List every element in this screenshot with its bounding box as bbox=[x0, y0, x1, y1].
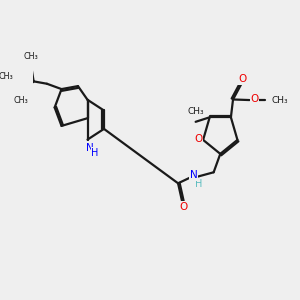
Text: CH₃: CH₃ bbox=[0, 71, 14, 80]
Text: O: O bbox=[250, 94, 258, 104]
Text: H: H bbox=[195, 179, 202, 189]
Text: CH₃: CH₃ bbox=[14, 96, 28, 105]
Text: O: O bbox=[179, 202, 188, 212]
Text: CH₃: CH₃ bbox=[271, 96, 288, 105]
Text: H: H bbox=[91, 148, 99, 158]
Text: N: N bbox=[86, 143, 94, 153]
Text: CH₃: CH₃ bbox=[24, 52, 38, 61]
Text: CH₃: CH₃ bbox=[187, 107, 204, 116]
Text: N: N bbox=[190, 170, 198, 180]
Text: O: O bbox=[194, 134, 203, 144]
Text: O: O bbox=[238, 74, 246, 84]
